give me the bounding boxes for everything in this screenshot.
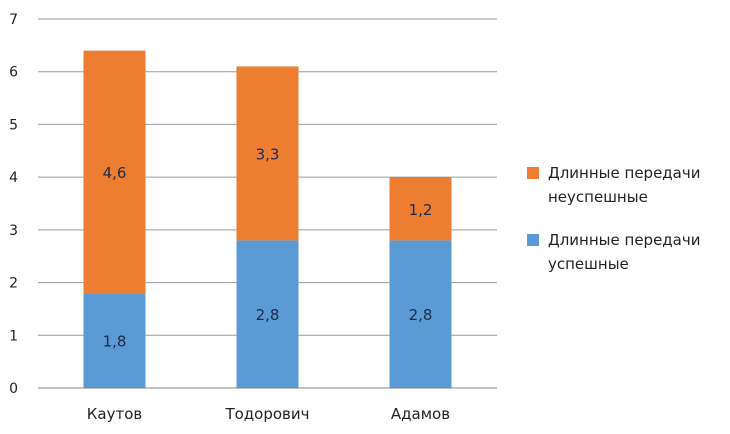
x-category-label: Тодорович [224, 405, 309, 423]
y-tick-label: 7 [9, 12, 18, 28]
x-category-label: Адамов [391, 405, 450, 423]
bars [83, 50, 452, 388]
y-tick-label: 2 [9, 276, 18, 292]
legend-item-successful: Длинные передачи успешные [527, 228, 727, 276]
legend-swatch-successful [527, 234, 539, 246]
x-axis-category-labels: Каутов Тодорович Адамов [87, 405, 450, 423]
y-tick-label: 5 [9, 117, 18, 133]
legend-label-unsuccessful: Длинные передачи неуспешные [548, 164, 701, 206]
data-label: 3,3 [256, 145, 280, 163]
bar-segment [83, 50, 146, 294]
y-tick-label: 0 [9, 381, 18, 397]
data-label: 4,6 [103, 164, 127, 182]
data-label: 2,8 [409, 306, 433, 324]
data-label: 2,8 [256, 306, 280, 324]
legend: Длинные передачи неуспешные Длинные перед… [527, 161, 727, 295]
y-tick-label: 6 [9, 65, 18, 81]
bar-segment [236, 66, 299, 241]
bar-segment [83, 293, 146, 388]
legend-label-successful: Длинные передачи успешные [548, 231, 701, 273]
bar-segment [236, 240, 299, 388]
bar-segment [389, 177, 452, 241]
legend-item-unsuccessful: Длинные передачи неуспешные [527, 161, 727, 209]
y-tick-label: 4 [9, 170, 18, 186]
y-axis-tick-labels: 0 1 2 3 4 5 6 7 [9, 12, 18, 397]
data-labels: 1,8 4,6 2,8 3,3 2,8 1,2 [103, 145, 433, 350]
y-tick-label: 3 [9, 223, 18, 239]
x-category-label: Каутов [87, 405, 142, 423]
legend-swatch-unsuccessful [527, 167, 539, 179]
data-label: 1,8 [103, 333, 127, 351]
y-tick-label: 1 [9, 328, 18, 344]
bar-segment [389, 240, 452, 388]
data-label: 1,2 [409, 201, 433, 219]
